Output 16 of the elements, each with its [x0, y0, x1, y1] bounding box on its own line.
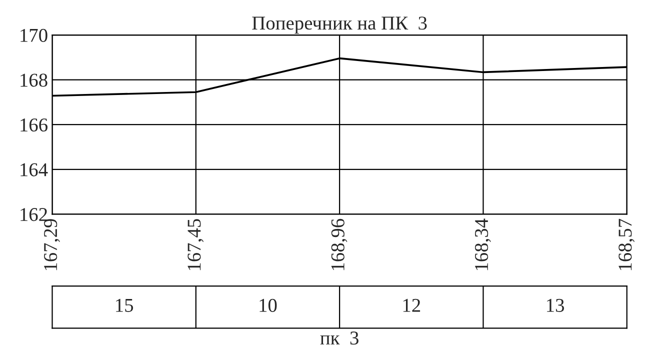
y-tick-label: 170	[20, 28, 48, 42]
text: 12	[403, 298, 420, 312]
chart-title: Поперечник на ПК 3	[252, 16, 427, 34]
x-tick-label: 168,34	[474, 218, 491, 270]
y-tick-label: 164	[20, 163, 48, 176]
x-axis-title: пк 3	[320, 332, 358, 345]
y-tick-label: 166	[20, 118, 48, 132]
x-tick-label: 168,57	[618, 218, 635, 270]
x-tick-label: 167,45	[188, 219, 204, 270]
x-tick-label: 168,96	[331, 218, 348, 270]
text: 13	[547, 298, 564, 312]
text: 15	[116, 298, 134, 312]
y-tick-label: 168	[20, 74, 48, 87]
x-tick-label: 167,29	[44, 219, 60, 270]
text: 10	[260, 298, 277, 312]
y-tick-label: 162	[20, 208, 47, 222]
